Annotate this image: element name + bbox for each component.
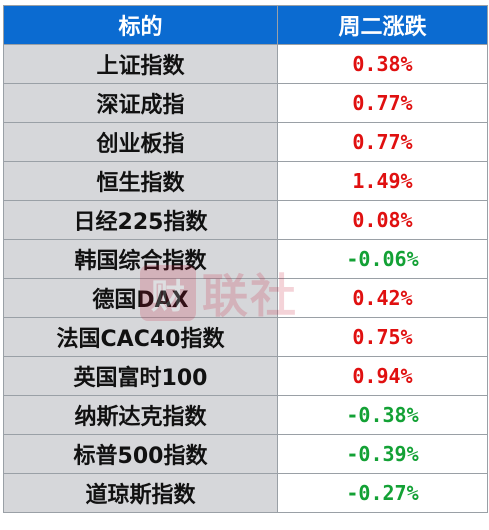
header-target: 标的 [3,5,278,45]
index-change: 0.75% [277,317,488,357]
table-row: 标普500指数 -0.39% [3,434,488,474]
table-row: 道琼斯指数 -0.27% [3,473,488,513]
index-change: -0.39% [277,434,488,474]
index-change: 1.49% [277,161,488,201]
index-name: 英国富时100 [3,356,278,396]
table-row: 日经225指数 0.08% [3,200,488,240]
index-change: -0.27% [277,473,488,513]
index-name: 纳斯达克指数 [3,395,278,435]
index-name: 标普500指数 [3,434,278,474]
index-change: 0.77% [277,122,488,162]
index-name: 法国CAC40指数 [3,317,278,357]
index-name: 韩国综合指数 [3,239,278,279]
index-change: -0.06% [277,239,488,279]
index-name: 道琼斯指数 [3,473,278,513]
index-change: 0.38% [277,44,488,84]
index-name: 德国DAX [3,278,278,318]
index-change: 0.08% [277,200,488,240]
index-change: 0.77% [277,83,488,123]
table-row: 深证成指 0.77% [3,83,488,123]
table-header-row: 标的 周二涨跌 [3,5,488,45]
index-change: 0.94% [277,356,488,396]
index-name: 创业板指 [3,122,278,162]
header-tuesday-change: 周二涨跌 [277,5,488,45]
table-row: 法国CAC40指数 0.75% [3,317,488,357]
index-name: 上证指数 [3,44,278,84]
table-row: 英国富时100 0.94% [3,356,488,396]
index-name: 深证成指 [3,83,278,123]
index-name: 恒生指数 [3,161,278,201]
table-row: 上证指数 0.38% [3,44,488,84]
index-change-table: 标的 周二涨跌 上证指数 0.38% 深证成指 0.77% 创业板指 0.77%… [3,5,488,513]
index-name: 日经225指数 [3,200,278,240]
table-row: 恒生指数 1.49% [3,161,488,201]
table-row: 纳斯达克指数 -0.38% [3,395,488,435]
table-row: 德国DAX 0.42% [3,278,488,318]
index-change: -0.38% [277,395,488,435]
index-change: 0.42% [277,278,488,318]
table-row: 创业板指 0.77% [3,122,488,162]
table-row: 韩国综合指数 -0.06% [3,239,488,279]
